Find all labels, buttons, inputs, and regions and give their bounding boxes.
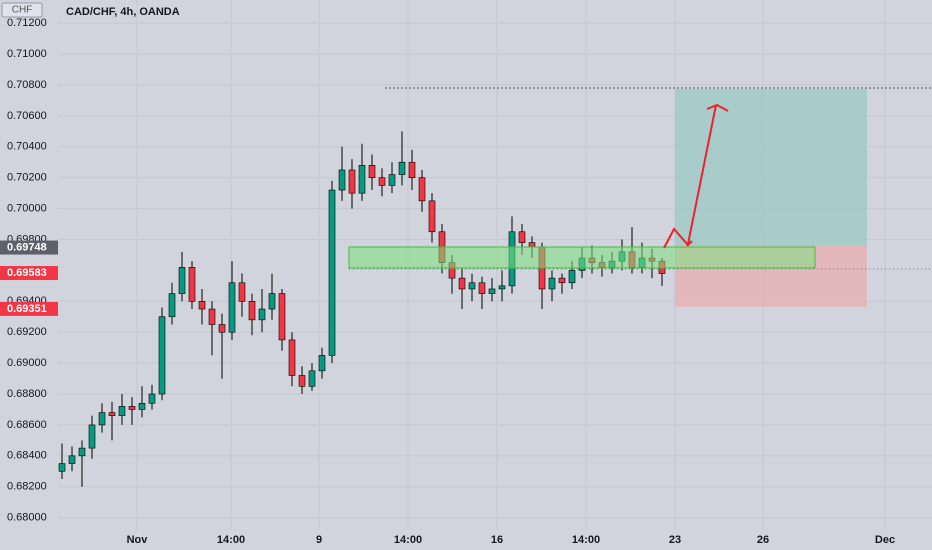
- y-tick-label: 0.69200: [7, 326, 47, 338]
- candle-body: [158, 316, 166, 395]
- candle-body: [98, 412, 106, 426]
- candle-body: [58, 463, 66, 472]
- candle-body: [198, 301, 206, 310]
- candle-body: [118, 406, 126, 416]
- candle-body: [218, 324, 226, 333]
- support-zone: [348, 246, 816, 269]
- candle-body: [378, 177, 386, 186]
- candle-body: [108, 412, 116, 416]
- candle-body: [188, 267, 196, 302]
- y-tick-label: 0.68600: [7, 419, 47, 431]
- candle-body: [518, 231, 526, 243]
- currency-box: [1, 2, 43, 18]
- x-tick-label: 14:00: [572, 534, 600, 546]
- x-tick-label: Nov: [127, 534, 149, 546]
- y-tick-label: 0.68200: [7, 481, 47, 493]
- candle-body: [328, 189, 336, 356]
- candle-body: [368, 165, 376, 178]
- candle-body: [278, 293, 286, 341]
- candle-body: [318, 355, 326, 372]
- y-tick-label: 0.71200: [7, 17, 47, 29]
- price-tag: [0, 301, 58, 316]
- y-tick-label: 0.70600: [7, 110, 47, 122]
- x-tick-label: 26: [757, 534, 769, 546]
- candle-body: [68, 455, 76, 464]
- x-tick-label: 14:00: [394, 534, 422, 546]
- profit-zone: [675, 89, 867, 246]
- candle-body: [308, 370, 316, 387]
- candle-body: [488, 288, 496, 294]
- price-tag-label: 0.69748: [7, 241, 47, 253]
- candle-body: [128, 406, 136, 410]
- y-tick-label: 0.69000: [7, 357, 47, 369]
- y-tick-label: 0.68400: [7, 450, 47, 462]
- candle-body: [568, 270, 576, 284]
- price-tag: [0, 266, 58, 281]
- x-tick-label: 16: [491, 534, 503, 546]
- candle-body: [248, 301, 256, 321]
- x-tick-label: 23: [669, 534, 681, 546]
- candle-body: [208, 308, 216, 325]
- candle-body: [178, 267, 186, 294]
- candle-body: [358, 165, 366, 194]
- candle-body: [338, 169, 346, 191]
- candle-body: [408, 161, 416, 178]
- candle-body: [558, 277, 566, 284]
- candle-body: [148, 393, 156, 404]
- y-tick-label: 0.70000: [7, 203, 47, 215]
- y-tick-label: 0.70800: [7, 79, 47, 91]
- arrow-path: [663, 104, 717, 249]
- price-tag-label: 0.69583: [7, 267, 47, 279]
- x-tick-label: 14:00: [217, 534, 245, 546]
- candle-body: [458, 277, 466, 290]
- candle-body: [428, 200, 436, 233]
- candle-body: [478, 282, 486, 294]
- y-tick-label: 0.71000: [7, 48, 47, 60]
- candle-body: [258, 308, 266, 321]
- candle-body: [268, 293, 276, 310]
- candle-body: [88, 424, 96, 449]
- candle-body: [398, 161, 406, 175]
- time-axis: [0, 530, 932, 550]
- candle-body: [238, 282, 246, 302]
- candle-body: [228, 282, 236, 333]
- y-tick-label: 0.68000: [7, 512, 47, 524]
- y-tick-label: 0.70200: [7, 172, 47, 184]
- candle-body: [498, 285, 506, 290]
- price-tag: [0, 240, 58, 255]
- chart-title: CAD/CHF, 4h, OANDA: [66, 6, 180, 18]
- price-tag-label: 0.69351: [7, 303, 47, 315]
- x-tick-label: 9: [316, 534, 322, 546]
- x-tick-label: Dec: [875, 534, 895, 546]
- candle-body: [418, 177, 426, 202]
- y-tick-label: 0.68800: [7, 388, 47, 400]
- candle-body: [138, 402, 146, 410]
- candle-body: [298, 375, 306, 387]
- price-axis: [0, 0, 58, 530]
- candle-body: [348, 169, 356, 194]
- candle-body: [468, 282, 476, 290]
- currency-label: CHF: [12, 5, 33, 16]
- candle-body: [78, 447, 86, 457]
- candle-body: [548, 277, 556, 290]
- y-tick-label: 0.70400: [7, 141, 47, 153]
- arrow-head: [706, 103, 729, 112]
- candle-body: [388, 174, 396, 186]
- candle-body: [288, 339, 296, 376]
- candle-body: [168, 293, 176, 318]
